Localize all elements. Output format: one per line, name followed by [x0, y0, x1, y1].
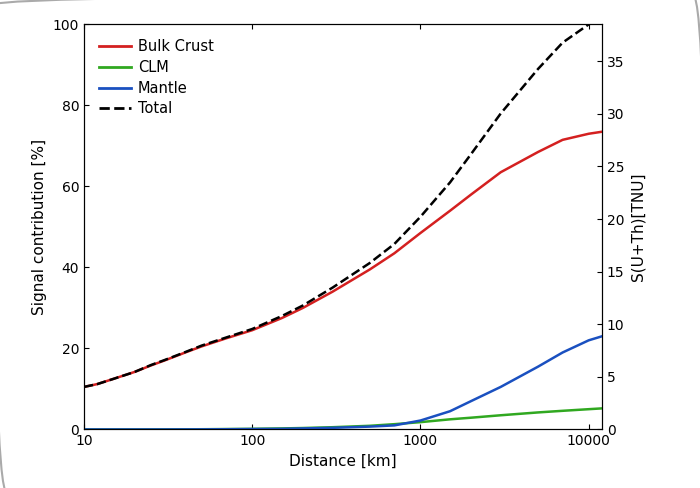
Total — [160, 357, 169, 363]
Mantle — [328, 425, 337, 431]
Bulk Crust — [147, 363, 155, 368]
CLM — [248, 426, 256, 432]
Mantle — [197, 427, 206, 432]
Total — [181, 349, 190, 355]
Total — [222, 335, 230, 341]
Bulk Crust — [559, 137, 567, 143]
Total — [147, 362, 155, 368]
Bulk Crust — [390, 250, 398, 256]
Total — [446, 180, 454, 185]
CLM — [534, 409, 542, 415]
Bulk Crust — [160, 358, 169, 364]
CLM — [416, 419, 425, 425]
Total — [130, 369, 139, 375]
Bulk Crust — [197, 344, 206, 349]
Total — [467, 151, 475, 157]
Total — [278, 313, 286, 319]
Bulk Crust — [534, 149, 542, 155]
Mantle — [299, 426, 307, 431]
Total — [80, 384, 88, 390]
CLM — [328, 424, 337, 430]
Total — [534, 66, 542, 72]
Bulk Crust — [598, 129, 606, 135]
Total — [390, 241, 398, 247]
Total — [598, 16, 606, 21]
CLM — [390, 421, 398, 427]
Bulk Crust — [222, 335, 230, 341]
CLM — [80, 427, 88, 432]
Line: Bulk Crust: Bulk Crust — [84, 132, 602, 387]
Mantle — [80, 427, 88, 432]
Total — [197, 343, 206, 348]
CLM — [584, 406, 593, 412]
Mantle — [416, 418, 425, 424]
Mantle — [130, 427, 139, 432]
Bulk Crust — [181, 349, 190, 355]
CLM — [160, 427, 169, 432]
Line: Total: Total — [84, 19, 602, 387]
Total — [559, 40, 567, 45]
CLM — [496, 412, 505, 418]
Total — [416, 214, 425, 220]
Bulk Crust — [496, 169, 505, 175]
Bulk Crust — [299, 305, 307, 311]
Total — [584, 21, 593, 27]
Mantle — [496, 384, 505, 390]
X-axis label: Distance [km]: Distance [km] — [289, 454, 397, 469]
CLM — [197, 427, 206, 432]
Bulk Crust — [130, 369, 139, 375]
Mantle — [559, 349, 567, 355]
Total — [328, 285, 337, 291]
CLM — [365, 423, 374, 429]
Total — [365, 260, 374, 266]
Mantle — [248, 426, 256, 432]
Total — [496, 111, 505, 117]
CLM — [130, 427, 139, 432]
Bulk Crust — [248, 327, 256, 333]
CLM — [222, 426, 230, 432]
Mantle — [390, 423, 398, 428]
Total — [299, 303, 307, 308]
Line: Mantle: Mantle — [84, 336, 602, 429]
Bulk Crust — [416, 230, 425, 236]
Bulk Crust — [365, 266, 374, 272]
Bulk Crust — [109, 376, 118, 382]
Mantle — [467, 398, 475, 404]
Y-axis label: S(U+Th)[TNU]: S(U+Th)[TNU] — [630, 173, 645, 281]
Bulk Crust — [80, 384, 88, 390]
Mantle — [222, 427, 230, 432]
Bulk Crust — [584, 131, 593, 137]
Bulk Crust — [467, 192, 475, 198]
Bulk Crust — [93, 381, 102, 387]
Total — [248, 326, 256, 332]
Mantle — [598, 333, 606, 339]
Legend: Bulk Crust, CLM, Mantle, Total: Bulk Crust, CLM, Mantle, Total — [91, 32, 221, 124]
CLM — [598, 406, 606, 411]
Y-axis label: Signal contribution [%]: Signal contribution [%] — [32, 139, 47, 315]
CLM — [467, 415, 475, 421]
Mantle — [446, 408, 454, 414]
Mantle — [365, 424, 374, 429]
Bulk Crust — [446, 208, 454, 214]
Total — [109, 376, 118, 382]
Mantle — [160, 427, 169, 432]
CLM — [278, 426, 286, 431]
Line: CLM: CLM — [84, 408, 602, 429]
Total — [93, 381, 102, 387]
CLM — [299, 425, 307, 431]
CLM — [446, 416, 454, 422]
Bulk Crust — [328, 289, 337, 295]
Mantle — [278, 426, 286, 432]
Bulk Crust — [278, 315, 286, 321]
Mantle — [584, 337, 593, 343]
Mantle — [534, 364, 542, 369]
CLM — [559, 408, 567, 414]
